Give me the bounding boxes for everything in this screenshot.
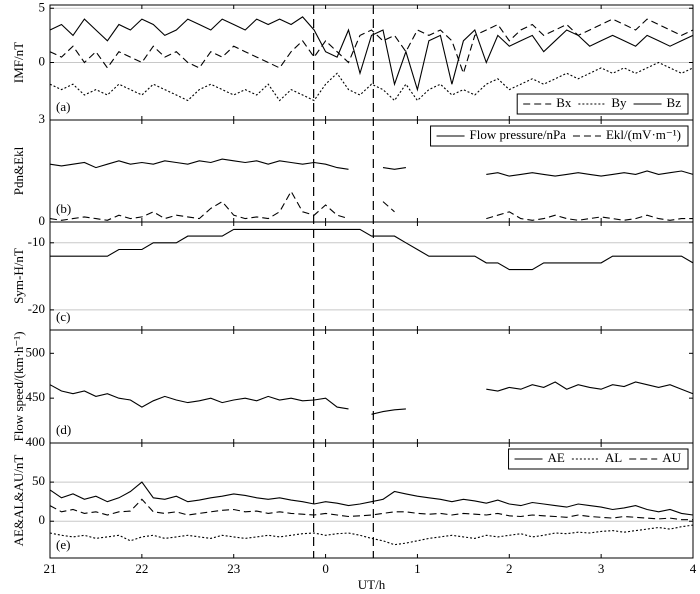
series-line [49,381,694,415]
series-line [49,158,694,177]
panel: -20 -10 (c) Sym-H/nT [11,221,694,331]
y-axis-label: Sym-H/nT [11,248,26,304]
y-tick-label: 450 [26,389,46,404]
y-tick-label: 3 [39,111,46,126]
y-tick-label: 5 [39,0,46,14]
panel-label: (e) [56,537,70,552]
panel-frame [49,329,694,444]
legend-label: Flow pressure/nPa [470,127,567,142]
legend-label: AU [662,450,681,465]
legend-label: AL [605,450,622,465]
legend-label: Ekl/(mV·m⁻¹) [606,127,681,142]
y-tick-label: 0 [39,213,46,228]
legend-label: AE [548,450,565,465]
panel-frame [49,221,694,331]
series-line [50,228,694,271]
series-line [49,524,694,546]
x-tick-label: 2 [506,561,513,576]
x-tick-label: 22 [135,561,148,576]
y-tick-label: -10 [28,234,45,249]
legend-label: Bx [556,95,572,110]
series-line [49,18,694,76]
y-tick-label: 0 [39,53,46,68]
panel: 0 5 (a) IMF/nT Bx By Bz [11,0,694,121]
y-tick-label: 0 [39,512,46,527]
panel: 0 3 (b) Pdn&Ekl Flow pressure/nPa Ekl/(mV·m⁻¹… [11,111,694,228]
legend-label: Bz [667,95,682,110]
x-axis-label: UT/h [358,577,386,592]
legend-box [508,448,689,470]
legend: Bx By Bz [516,93,689,115]
y-axis-label: Pdn&Ekl [11,146,26,195]
x-tick-label: 3 [598,561,605,576]
series-line [49,481,694,516]
series-line [49,61,694,102]
x-tick-label: 4 [690,561,697,576]
y-axis-label: AE&AL&AU/nT [11,455,26,547]
y-tick-label: -20 [28,301,45,316]
panel-label: (d) [56,422,71,437]
panel-label: (c) [56,309,70,324]
legend: AE AL AU [508,448,689,470]
x-tick-label: 23 [227,561,240,576]
panel: 400 450 500 (d) Flow speed/(km·h⁻¹) [11,329,694,449]
x-tick-label: 21 [44,561,57,576]
series-line [49,498,693,521]
y-tick-label: 500 [26,344,46,359]
y-tick-label: 400 [26,434,46,449]
legend-box [430,125,689,147]
legend-label: By [611,95,627,110]
series-line [49,16,694,92]
panel-label: (b) [56,201,71,216]
legend: Flow pressure/nPa Ekl/(mV·m⁻¹) [430,125,689,147]
x-tick-label: 1 [414,561,421,576]
y-axis-label: Flow speed/(km·h⁻¹) [11,331,26,441]
panel-label: (a) [56,99,70,114]
x-tick-label: 0 [322,561,329,576]
y-tick-label: 50 [32,473,45,488]
series-line [49,190,693,221]
panel-frame [49,442,694,559]
y-axis-label: IMF/nT [11,42,26,83]
